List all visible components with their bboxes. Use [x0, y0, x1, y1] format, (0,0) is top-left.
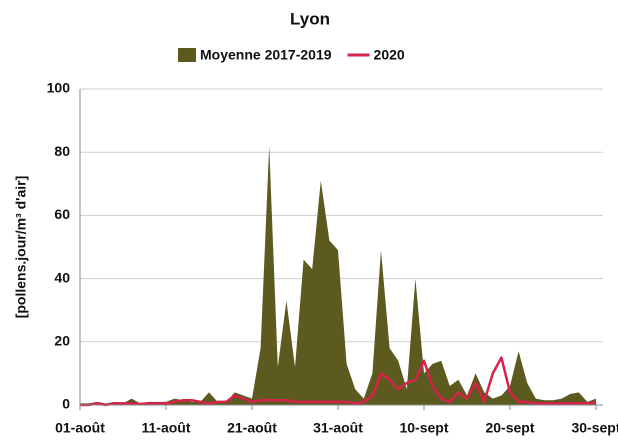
- line: [80, 356, 597, 407]
- x-tick-label: 20-sept: [485, 420, 534, 436]
- x-tick-label: 30-sept: [571, 420, 618, 436]
- legend-swatch: [178, 48, 196, 62]
- y-tick-label: 40: [54, 269, 70, 285]
- x-tick-label: 10-sept: [399, 420, 448, 436]
- x-tick-label: 21-août: [227, 420, 277, 436]
- y-tick-label: 20: [54, 333, 70, 349]
- y-tick-label: 60: [54, 206, 70, 222]
- x-tick-label: 11-août: [141, 420, 190, 436]
- x-tick-label: 31-août: [313, 420, 363, 436]
- y-axis-label: [pollens.jour/m³ d'air]: [13, 176, 29, 319]
- y-tick-label: 0: [62, 396, 70, 412]
- x-tick-label: 01-août: [55, 420, 105, 436]
- legend-label: Moyenne 2017-2019: [200, 47, 332, 63]
- chart-title: Lyon: [290, 9, 330, 28]
- y-tick-label: 100: [47, 80, 71, 96]
- y-tick-label: 80: [54, 143, 70, 159]
- area: [80, 145, 596, 405]
- legend-label: 2020: [374, 47, 405, 63]
